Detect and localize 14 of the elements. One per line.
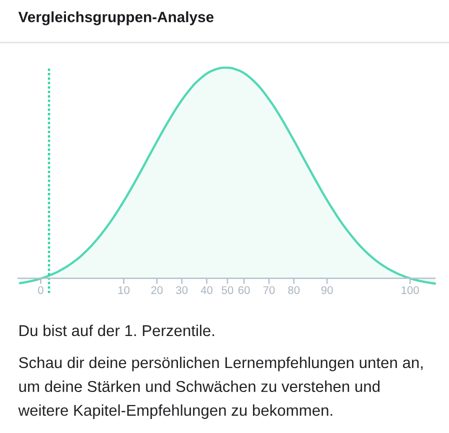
x-tick-label: 50 (222, 286, 234, 294)
text: Du bist auf der 1. Perzentile. (20, 324, 214, 336)
x-tick-label: 30 (176, 286, 188, 294)
text: Schau dir deine persönlichen Lernempfehlungen unten an, um deine Stärken und Schwächen zu verstehen und weitere Kapitel-Empfehlungen zu bekommen. (18, 356, 423, 419)
x-tick-label: 70 (263, 286, 275, 294)
x-tick-label: 90 (321, 286, 333, 294)
x-tick-label: 40 (200, 286, 212, 294)
chart-title: Vergleichsgruppen-Analyse (18, 11, 214, 26)
x-tick-label: 20 (151, 286, 163, 294)
x-tick-label: 100 (402, 286, 419, 294)
x-tick-label: 10 (118, 286, 130, 294)
x-tick-label: 60 (238, 286, 250, 294)
x-tick-label: 0 (38, 286, 44, 294)
x-tick-label: 80 (288, 286, 300, 294)
